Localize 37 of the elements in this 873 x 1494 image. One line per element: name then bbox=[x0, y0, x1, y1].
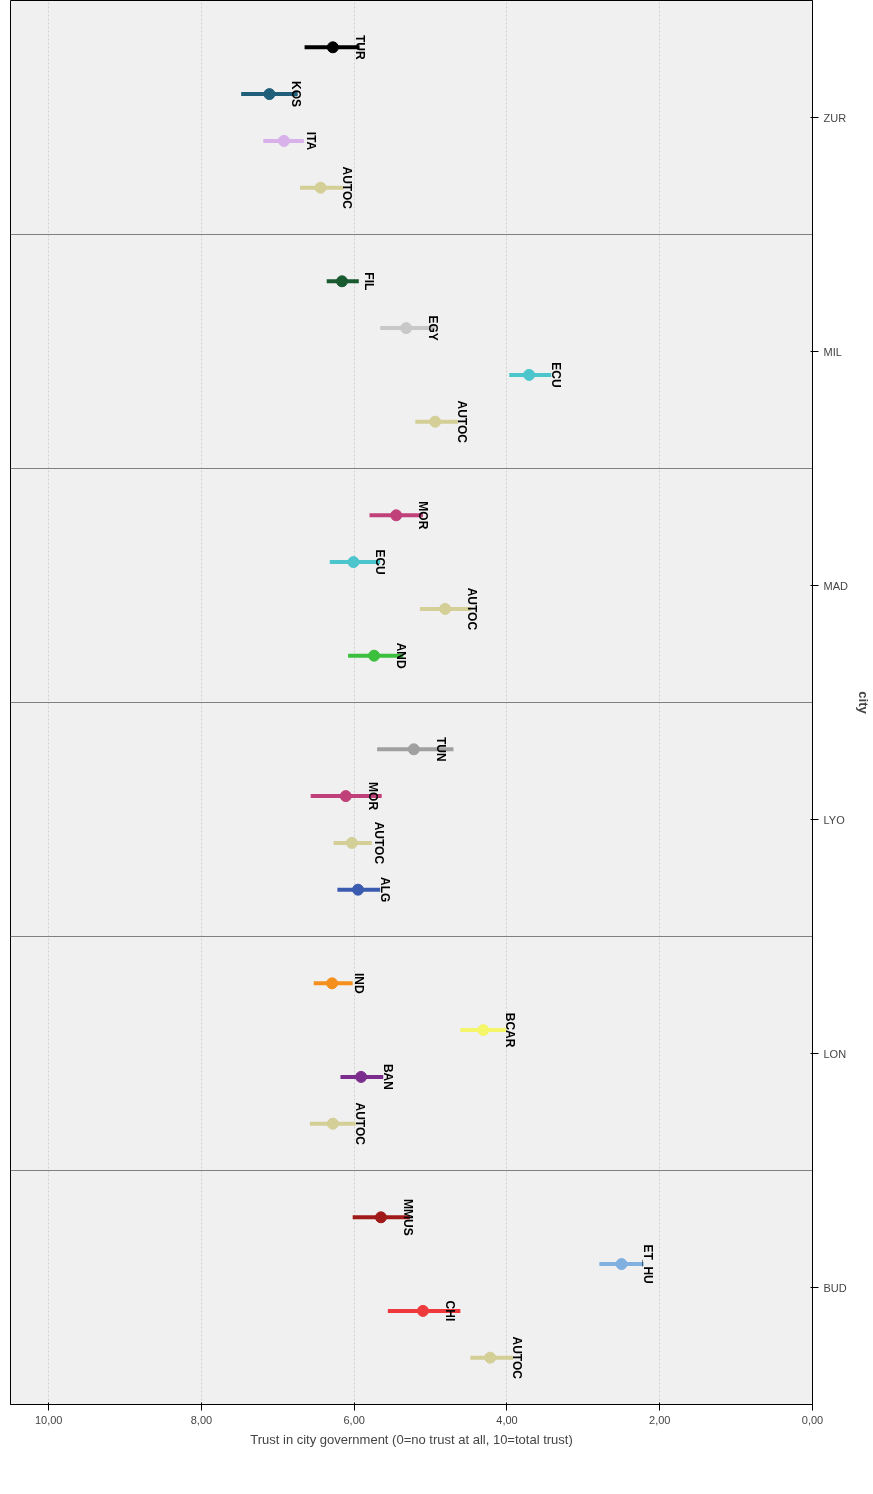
x-tick-label: 2,00 bbox=[649, 1413, 671, 1426]
text: EGY bbox=[425, 315, 440, 341]
text: ECU bbox=[548, 362, 563, 388]
y-tick-label: BUD bbox=[823, 1281, 847, 1294]
text: BAN bbox=[380, 1063, 395, 1090]
text: FIL bbox=[361, 272, 376, 291]
y-tick-label: ZUR bbox=[823, 111, 847, 124]
text: BCAR bbox=[503, 1012, 518, 1048]
text: MMUS bbox=[400, 1198, 415, 1236]
x-tick-label: 8,00 bbox=[190, 1413, 213, 1426]
text: MOR bbox=[365, 782, 380, 811]
y-tick-label: MAD bbox=[823, 579, 848, 592]
text: TUN bbox=[433, 736, 448, 762]
text: AUTOC bbox=[371, 821, 386, 865]
x-tick-label: 4,00 bbox=[496, 1413, 518, 1426]
x-tick-label: 6,00 bbox=[343, 1413, 365, 1426]
text: KOS bbox=[289, 81, 304, 108]
text: ITA bbox=[303, 131, 318, 151]
text: ALG bbox=[377, 877, 392, 903]
y-tick-label: LON bbox=[823, 1047, 847, 1060]
y-axis-title: city bbox=[855, 691, 871, 715]
text: AUTOC bbox=[509, 1336, 524, 1379]
x-axis-title: Trust in city government (0=no trust at all, 10=total trust) bbox=[250, 1431, 573, 1447]
y-tick-label: LYO bbox=[823, 813, 846, 826]
text: ECU bbox=[373, 549, 388, 575]
x-tick-label: 0,00 bbox=[801, 1413, 824, 1426]
text: CHI bbox=[442, 1300, 457, 1322]
text: IND bbox=[351, 972, 366, 994]
text: AUTOC bbox=[464, 587, 479, 631]
text: AUTOC bbox=[340, 166, 355, 209]
text: AUTOC bbox=[454, 400, 469, 443]
text: AND bbox=[393, 642, 408, 670]
text: ET_HU bbox=[641, 1244, 656, 1284]
y-tick-label: MIL bbox=[823, 345, 842, 358]
text: AUTOC bbox=[352, 1102, 367, 1145]
text: MOR bbox=[415, 501, 430, 530]
x-tick-label: 10,00 bbox=[34, 1413, 63, 1426]
